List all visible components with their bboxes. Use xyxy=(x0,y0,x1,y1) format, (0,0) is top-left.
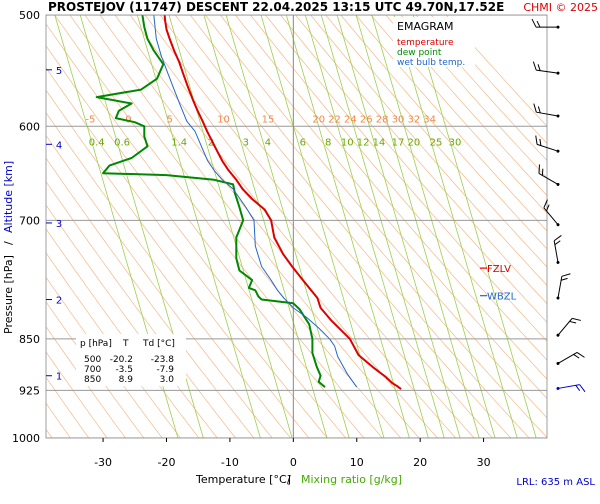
pressure-tick-label: 925 xyxy=(19,384,40,397)
mixing-ratio-label: 4 xyxy=(265,137,271,148)
legend: EMAGRAM temperature dew point wet bulb t… xyxy=(393,17,475,68)
table-header-temperature: T xyxy=(122,339,129,349)
mixing-ratio-label: 6 xyxy=(300,137,306,148)
chart-title: PROSTEJOV (11747) DESCENT 22.04.2025 13:… xyxy=(48,0,504,14)
mixing-ratio-label: 30 xyxy=(449,137,462,148)
table-row-500-td: -23.8 xyxy=(151,355,175,365)
table-row-700-td: -7.9 xyxy=(156,365,174,375)
table-row-500-t: -20.2 xyxy=(110,355,133,365)
mixing-ratio-label: 25 xyxy=(430,137,443,148)
mixing-ratio-label: 17 xyxy=(392,137,405,148)
mixing-ratio-label: 1.4 xyxy=(171,137,187,148)
temperature-tick-label: 30 xyxy=(477,456,491,469)
x-axis-title-mixing-ratio: Mixing ratio [g/kg] xyxy=(301,473,402,486)
dry-adiabat-label: 22 xyxy=(328,114,341,125)
wind-barb-dot xyxy=(557,26,560,29)
altitude-tick-label: 2 xyxy=(56,296,62,307)
copyright-label: CHMI © 2025 xyxy=(523,1,598,14)
dry-adiabat-label: 20 xyxy=(312,114,325,125)
legend-dew-point: dew point xyxy=(397,48,442,58)
table-row-850-t: 8.9 xyxy=(119,375,134,385)
pressure-tick-label: 600 xyxy=(19,120,40,133)
mixing-ratio-label: 8 xyxy=(325,137,331,148)
y-axis-title-separator: / xyxy=(2,241,15,245)
dry-adiabat-label: 26 xyxy=(360,114,373,125)
temperature-tick-label: 10 xyxy=(350,456,364,469)
dry-adiabat-label: 28 xyxy=(376,114,389,125)
legend-temperature: temperature xyxy=(397,38,454,48)
level-label-fzlv: FZLV xyxy=(487,264,511,275)
pressure-tick-label: 700 xyxy=(19,214,40,227)
data-table: p [hPa] T Td [°C] 500 -20.2 -23.8 700 -3… xyxy=(76,334,186,386)
lrl-note: LRL: 635 m ASL xyxy=(516,477,595,488)
y-axis-title-altitude: Altitude [km] xyxy=(2,161,15,233)
dry-adiabat-label: 15 xyxy=(262,114,275,125)
table-row-850-td: 3.0 xyxy=(160,375,175,385)
temperature-tick-label: 0 xyxy=(290,456,297,469)
dry-adiabat-label: 10 xyxy=(217,114,230,125)
temperature-tick-label: -20 xyxy=(158,456,176,469)
temperature-tick-label: 20 xyxy=(413,456,427,469)
pressure-tick-label: 500 xyxy=(19,9,40,22)
temperature-tick-label: -10 xyxy=(221,456,239,469)
pressure-tick-label: 1000 xyxy=(12,432,40,445)
x-axis-title-separator: / xyxy=(287,473,291,486)
mixing-ratio-label: 14 xyxy=(373,137,386,148)
table-header-dewpoint: Td [°C] xyxy=(142,339,175,349)
table-header-pressure: p [hPa] xyxy=(80,339,112,349)
table-row-850-p: 850 xyxy=(84,375,101,385)
altitude-tick-label: 1 xyxy=(56,372,62,383)
mixing-ratio-label: 20 xyxy=(407,137,420,148)
mixing-ratio-label: 0.6 xyxy=(114,137,130,148)
dry-adiabat-label: 34 xyxy=(423,114,436,125)
altitude-tick-label: 4 xyxy=(56,140,62,151)
x-axis-title: Temperature [°C] xyxy=(195,473,291,486)
diagram-type-label: EMAGRAM xyxy=(397,20,454,33)
level-label-wbzl: WBZL xyxy=(487,292,517,303)
dry-adiabat-label: 24 xyxy=(344,114,357,125)
altitude-tick-label: 5 xyxy=(56,66,62,77)
mixing-ratio-label: 3 xyxy=(243,137,249,148)
table-row-700-t: -3.5 xyxy=(115,365,133,375)
temperature-tick-label: -30 xyxy=(94,456,112,469)
mixing-ratio-label: 0.4 xyxy=(89,137,105,148)
dry-adiabat-label: 32 xyxy=(407,114,420,125)
table-row-700-p: 700 xyxy=(84,365,101,375)
mixing-ratio-label: 12 xyxy=(357,137,370,148)
dry-adiabat-label: -5 xyxy=(85,114,95,125)
dry-adiabat-label: 5 xyxy=(166,114,172,125)
dry-adiabat-label: 30 xyxy=(392,114,405,125)
mixing-ratio-label: 10 xyxy=(341,137,354,148)
altitude-tick-label: 3 xyxy=(56,219,62,230)
pressure-tick-label: 850 xyxy=(19,333,40,346)
y-axis-title: Pressure [hPa] xyxy=(2,255,15,334)
table-row-500-p: 500 xyxy=(84,355,101,365)
legend-wet-bulb: wet bulb temp. xyxy=(397,58,465,68)
